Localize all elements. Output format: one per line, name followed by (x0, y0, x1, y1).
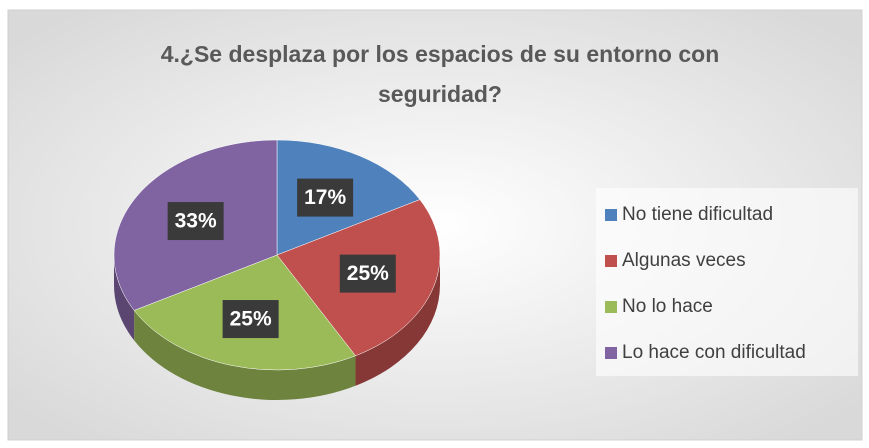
data-label-box (167, 202, 224, 241)
legend-label: Lo hace con dificultad (622, 342, 806, 363)
legend-label: Algunas veces (622, 250, 746, 271)
data-label-box (297, 178, 354, 217)
legend-swatch (605, 255, 617, 267)
pie: 17% 25% 25% 33% (113, 139, 441, 400)
legend-swatch (605, 347, 617, 359)
legend-label: No lo hace (622, 296, 713, 317)
data-label: 25% (347, 262, 389, 285)
chart-title: 4.¿Se desplaza por los espacios de su en… (161, 41, 720, 107)
legend-label: No tiene dificultad (622, 204, 773, 225)
data-label: 17% (304, 186, 346, 209)
data-label-box (222, 300, 279, 339)
legend-box (596, 188, 858, 376)
data-label: 33% (175, 210, 217, 233)
slice-side (114, 255, 135, 341)
legend-swatch (605, 209, 617, 221)
legend: No tiene dificultad Algunas veces No lo ha… (596, 188, 858, 376)
legend-swatch (605, 301, 617, 313)
slice-side (355, 255, 440, 386)
data-label-box (339, 254, 396, 293)
slice-side (134, 310, 356, 400)
data-label: 25% (230, 308, 272, 331)
